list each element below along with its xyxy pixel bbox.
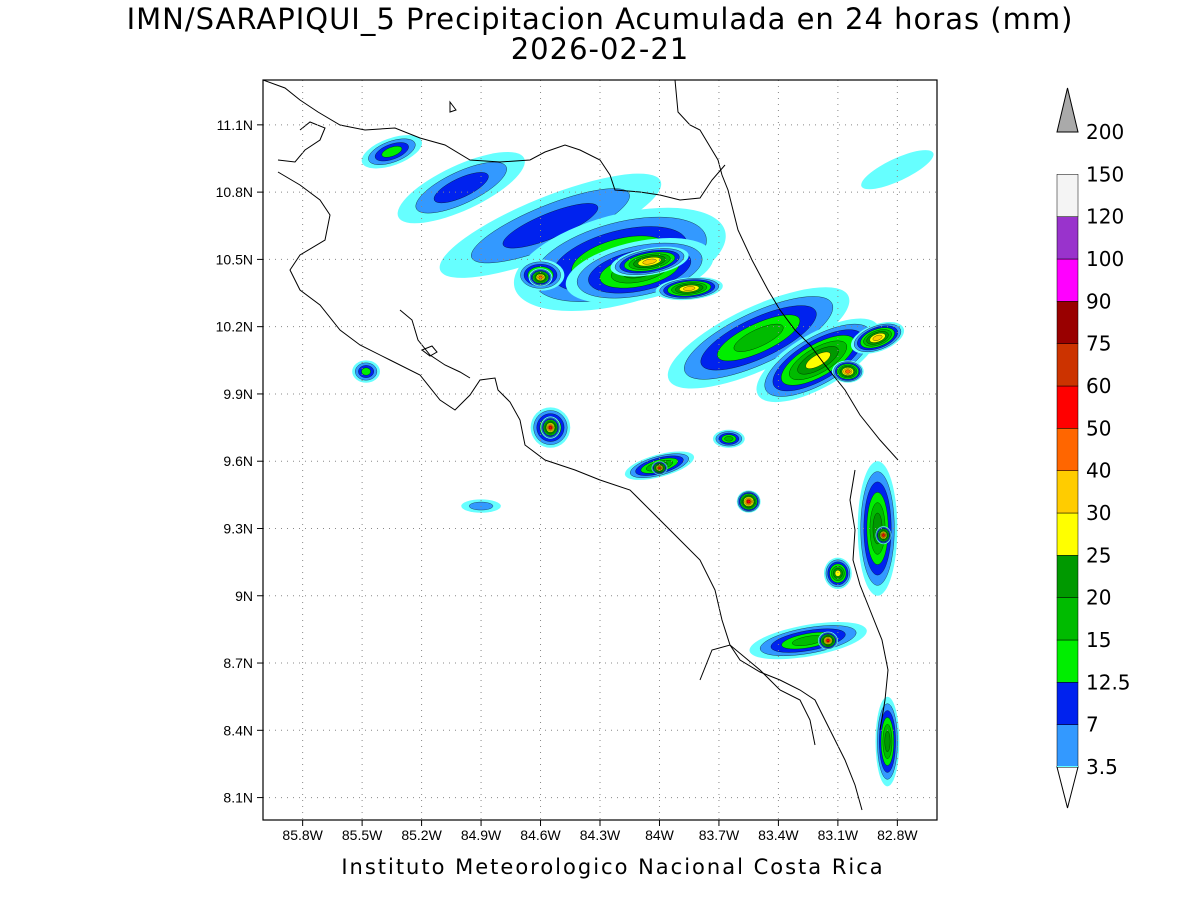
lon-tick-label: 83.1W <box>818 827 859 843</box>
lon-tick-label: 85.5W <box>342 827 383 843</box>
coastline-borders <box>263 80 899 811</box>
colorbar: 3.5 7 12.5 15 20 25 30 40 50 60 75 90 100 120 150 200 <box>1056 87 1131 809</box>
colorbar-swatch <box>1056 555 1079 598</box>
lon-tick-label: 83.4W <box>758 827 799 843</box>
lat-tick-label: 10.8N <box>216 184 253 200</box>
rain-cell <box>642 258 657 265</box>
map-title: IMN/SARAPIQUI_5 Precipitacion Acumulada … <box>126 2 1074 36</box>
colorbar-swatch <box>1056 216 1079 260</box>
rain-cell <box>884 731 891 752</box>
rain-cell <box>834 570 841 577</box>
colorbar-label: 50 <box>1086 416 1111 440</box>
lake-island <box>449 100 457 113</box>
rain-cell <box>433 172 489 204</box>
colorbar-label: 40 <box>1086 459 1111 483</box>
colorbar-swatch <box>1056 174 1079 217</box>
rain-cell <box>724 436 734 442</box>
colorbar-label: 20 <box>1086 586 1111 610</box>
lon-tick-label: 83.7W <box>699 827 740 843</box>
lon-tick-label: 84.6W <box>520 827 561 843</box>
rain-cell <box>845 369 851 374</box>
rain-cell <box>861 150 934 190</box>
rain-cell <box>805 351 831 369</box>
costa-rica-nicoya-coast <box>277 121 863 811</box>
colorbar-swatch <box>1056 682 1079 725</box>
colorbar-label: 60 <box>1086 374 1111 398</box>
rain-cell <box>872 334 883 341</box>
lon-tick-label: 85.2W <box>401 827 442 843</box>
lat-tick-label: 9.3N <box>223 520 253 536</box>
colorbar-label: 30 <box>1086 501 1111 525</box>
panama-border <box>849 469 889 731</box>
lat-tick-label: 8.7N <box>223 655 253 671</box>
lat-tick-label: 8.1N <box>223 790 253 806</box>
colorbar-swatch <box>1056 428 1079 471</box>
colorbar-low-arrow <box>1056 766 1079 809</box>
lat-tick-label: 9N <box>235 588 253 604</box>
colorbar-label: 7 <box>1086 713 1099 737</box>
colorbar-label: 12.5 <box>1086 670 1131 694</box>
colorbar-label: 200 <box>1086 120 1124 144</box>
footer-credit: Instituto Meteorologico Nacional Costa R… <box>341 855 885 879</box>
colorbar-swatch <box>1056 724 1079 768</box>
colorbar-swatch <box>1056 470 1079 514</box>
lat-tick-label: 10.2N <box>216 319 253 335</box>
precipitation-field <box>352 135 934 787</box>
colorbar-label: 150 <box>1086 162 1124 186</box>
colorbar-label: 120 <box>1086 205 1124 229</box>
rain-cell <box>361 367 371 376</box>
nicaragua-lake-coast <box>263 80 726 201</box>
lon-tick-label: 85.8W <box>282 827 323 843</box>
colorbar-label: 100 <box>1086 247 1124 271</box>
rain-cell <box>826 639 830 643</box>
colorbar-label: 75 <box>1086 332 1111 356</box>
colorbar-swatch <box>1056 343 1079 387</box>
lon-tick-label: 84.9W <box>461 827 502 843</box>
lat-tick-label: 11.1N <box>217 117 253 133</box>
rain-cell <box>548 425 552 430</box>
lon-tick-label: 84W <box>645 827 675 843</box>
nicoya-island <box>420 345 438 357</box>
lon-tick-label: 82.8W <box>877 827 918 843</box>
colorbar-swatch <box>1056 639 1079 683</box>
osa-peninsula <box>699 644 816 746</box>
colorbar-label: 3.5 <box>1086 755 1118 779</box>
colorbar-label: 15 <box>1086 628 1111 652</box>
rain-cell <box>746 499 751 504</box>
colorbar-high-arrow <box>1056 87 1079 133</box>
latitude-tick-labels: 11.1N 10.8N 10.5N 10.2N 9.9N 9.6N 9.3N 9N 8.7N 8.… <box>216 117 263 806</box>
longitude-tick-labels: 85.8W 85.5W 85.2W 84.9W 84.6W 84.3W 84W 83.7W 83… <box>282 820 918 843</box>
rain-cell <box>381 146 403 158</box>
colorbar-swatch <box>1056 258 1079 302</box>
map-date: 2026-02-21 <box>510 32 690 66</box>
rain-cell <box>882 533 885 537</box>
colorbar-label: 90 <box>1086 289 1111 313</box>
lon-tick-label: 84.3W <box>580 827 621 843</box>
colorbar-swatch <box>1056 597 1079 641</box>
lat-tick-label: 9.9N <box>223 386 253 402</box>
rain-cell <box>683 286 696 291</box>
lat-tick-label: 9.6N <box>223 453 253 469</box>
colorbar-swatch <box>1056 385 1079 429</box>
colorbar-swatch <box>1056 512 1079 556</box>
rain-cell <box>733 323 784 352</box>
rain-cell <box>658 466 661 470</box>
lat-tick-label: 8.4N <box>223 722 253 738</box>
lat-tick-label: 10.5N <box>216 251 253 267</box>
colorbar-swatch <box>1056 301 1079 344</box>
nicoya-gulf-coast <box>399 309 471 379</box>
colorbar-lowest-swatch <box>1057 766 1078 767</box>
lat-lon-grid <box>263 80 937 820</box>
caribbean-border <box>674 80 899 461</box>
colorbar-label: 25 <box>1086 543 1111 567</box>
